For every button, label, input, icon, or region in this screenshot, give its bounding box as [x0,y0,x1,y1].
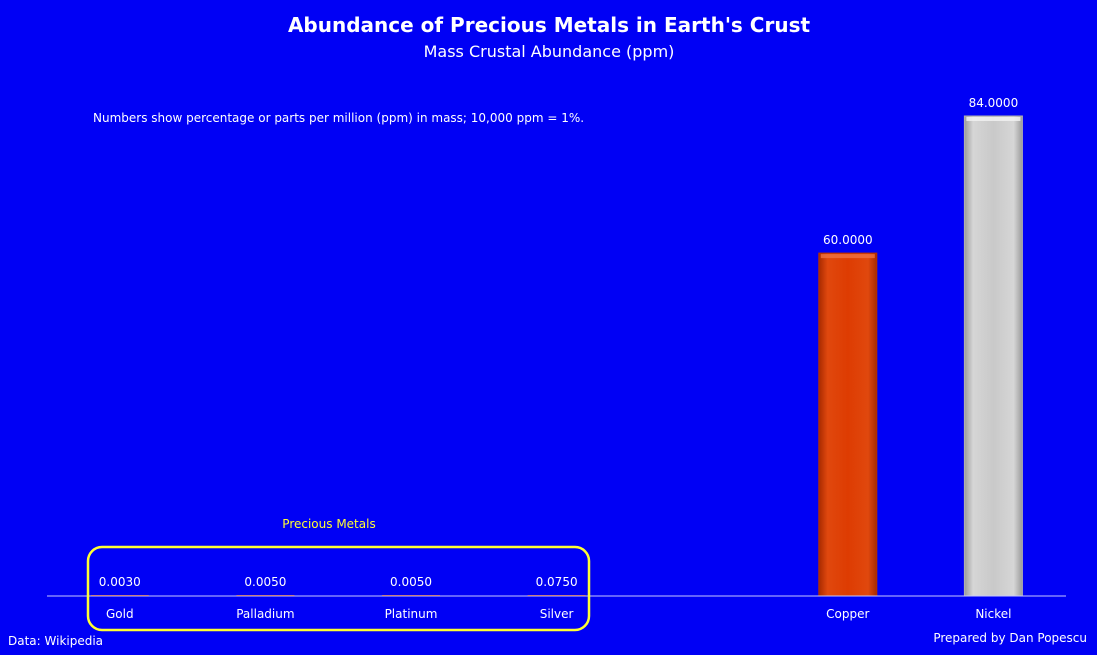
bar-copper [818,252,878,597]
value-label-platinum: 0.0050 [390,575,432,589]
bar-nickel [963,115,1023,597]
category-labels-group: Gold Palladium Platinum Silver Copper Nickel [106,607,1011,621]
value-label-silver: 0.0750 [536,575,578,589]
chart-note: Numbers show percentage or parts per mil… [93,111,584,125]
category-label-palladium: Palladium [236,607,294,621]
category-label-silver: Silver [540,607,574,621]
category-label-platinum: Platinum [385,607,438,621]
category-label-nickel: Nickel [975,607,1011,621]
value-label-copper: 60.0000 [823,233,873,247]
credit-footer: Prepared by Dan Popescu [933,631,1087,645]
category-label-copper: Copper [826,607,869,621]
chart-subtitle: Mass Crustal Abundance (ppm) [424,42,675,61]
category-label-gold: Gold [106,607,134,621]
bar-highlight-nickel [966,117,1021,121]
precious-metals-group-label: Precious Metals [282,517,375,531]
bars-group [90,115,1023,597]
precious-metals-outline [86,545,591,632]
chart-title: Abundance of Precious Metals in Earth's … [288,13,811,37]
source-footer: Data: Wikipedia [8,634,103,648]
value-label-gold: 0.0030 [99,575,141,589]
value-labels-group: 0.0030 0.0050 0.0050 0.0750 60.0000 84.0000 [99,96,1018,589]
value-label-palladium: 0.0050 [244,575,286,589]
bar-highlight-copper [820,254,875,259]
value-label-nickel: 84.0000 [969,96,1019,110]
